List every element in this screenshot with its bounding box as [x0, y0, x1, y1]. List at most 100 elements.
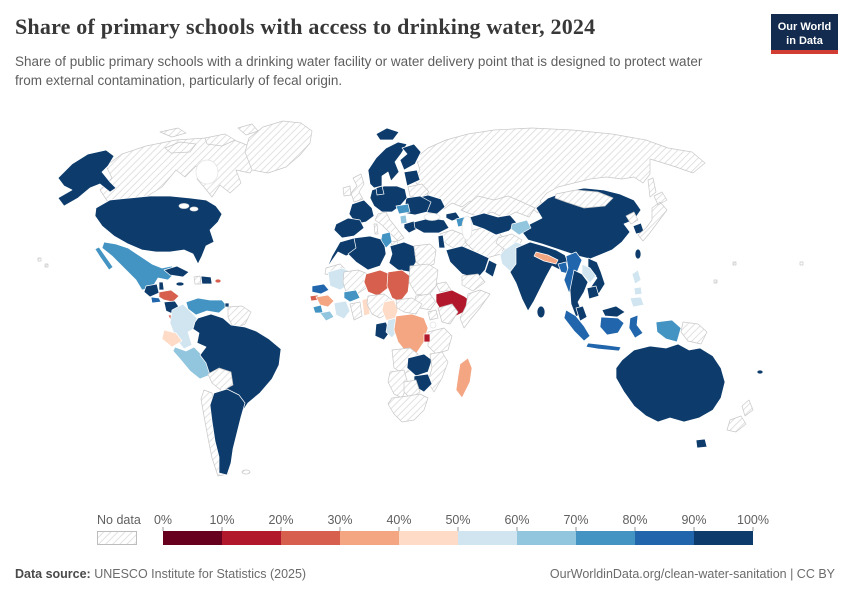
- country-liberia[interactable]: [319, 310, 335, 322]
- country-iberia[interactable]: [333, 217, 365, 239]
- country-mozambique[interactable]: [427, 351, 449, 393]
- country-kazakhstan[interactable]: [460, 195, 536, 219]
- country-belarus[interactable]: [407, 183, 430, 199]
- country-france[interactable]: [348, 199, 375, 225]
- country-israel-jordan[interactable]: [437, 234, 446, 249]
- country-sri-lanka[interactable]: [536, 305, 546, 319]
- country-niger[interactable]: [363, 269, 391, 297]
- country-fiji[interactable]: [756, 369, 764, 375]
- country-trinidad-tobago[interactable]: [224, 302, 230, 308]
- country-pacific-islands[interactable]: [713, 261, 804, 284]
- country-philippines[interactable]: [629, 269, 645, 308]
- country-kyrgyzstan-tajikistan[interactable]: [510, 219, 532, 236]
- country-haiti[interactable]: [193, 275, 202, 285]
- country-cambodia[interactable]: [586, 285, 600, 300]
- country-cuba[interactable]: [163, 265, 190, 278]
- country-baltics[interactable]: [403, 169, 421, 187]
- country-belize[interactable]: [158, 281, 165, 291]
- country-burkina-faso[interactable]: [343, 289, 361, 303]
- country-australia[interactable]: [615, 343, 726, 449]
- owid-logo[interactable]: Our World in Data: [771, 14, 838, 54]
- country-gabon[interactable]: [374, 321, 391, 341]
- country-new-zealand[interactable]: [726, 399, 754, 433]
- legend-bin-60-70%[interactable]: [517, 531, 576, 545]
- country-india[interactable]: [509, 241, 569, 312]
- country-ivory-coast[interactable]: [333, 300, 351, 320]
- country-malaysia[interactable]: [575, 305, 626, 322]
- country-el-salvador[interactable]: [150, 296, 162, 304]
- legend-no-data-label: No data: [97, 513, 141, 527]
- country-falkland-islands[interactable]: [241, 469, 251, 475]
- country-japan[interactable]: [637, 191, 668, 242]
- legend-no-data-swatch[interactable]: [97, 531, 137, 545]
- country-hawaii[interactable]: [37, 257, 49, 268]
- country-guatemala[interactable]: [143, 283, 160, 298]
- country-scandinavia[interactable]: [367, 141, 408, 189]
- country-mexico[interactable]: [94, 241, 177, 291]
- country-arctic-islands[interactable]: [159, 123, 259, 154]
- country-puerto-rico[interactable]: [214, 278, 222, 284]
- legend-bin-40-50%[interactable]: [399, 531, 458, 545]
- country-somalia[interactable]: [459, 289, 491, 329]
- legend-bin-10-20%[interactable]: [222, 531, 281, 545]
- country-rwanda-burundi[interactable]: [423, 333, 431, 343]
- country-egypt[interactable]: [413, 243, 437, 269]
- legend-bin-90-100%[interactable]: [694, 531, 753, 545]
- country-canada[interactable]: [99, 137, 258, 203]
- country-ghana[interactable]: [349, 301, 363, 321]
- country-south-africa[interactable]: [387, 393, 429, 423]
- country-tanzania[interactable]: [427, 327, 453, 355]
- country-argentina[interactable]: [209, 388, 246, 476]
- legend-bin-50-60%[interactable]: [458, 531, 517, 545]
- country-honduras[interactable]: [158, 289, 180, 303]
- country-iceland[interactable]: [375, 127, 400, 141]
- country-indonesia[interactable]: [563, 309, 644, 352]
- country-uganda[interactable]: [427, 309, 439, 321]
- great-lakes-east: [189, 206, 199, 212]
- country-dominican-republic[interactable]: [200, 275, 213, 285]
- country-oman[interactable]: [484, 259, 498, 278]
- country-greenland[interactable]: [244, 120, 313, 174]
- legend-bin-30-40%[interactable]: [340, 531, 399, 545]
- country-finland[interactable]: [399, 143, 422, 171]
- country-bolivia[interactable]: [207, 367, 234, 392]
- country-sudan[interactable]: [408, 263, 439, 297]
- country-ecuador[interactable]: [161, 329, 183, 348]
- country-jamaica[interactable]: [175, 281, 185, 287]
- country-north-korea[interactable]: [625, 211, 639, 225]
- country-yemen[interactable]: [461, 273, 486, 292]
- country-kenya[interactable]: [437, 303, 459, 325]
- country-denmark[interactable]: [375, 185, 385, 196]
- legend-bin-0-10%[interactable]: [163, 531, 222, 545]
- owid-link[interactable]: OurWorldinData.org/clean-water-sanitatio…: [549, 567, 835, 581]
- legend-bin-20-30%[interactable]: [281, 531, 340, 545]
- country-albania[interactable]: [399, 214, 408, 225]
- legend-bin-70-80%[interactable]: [576, 531, 635, 545]
- country-algeria[interactable]: [347, 235, 387, 271]
- country-madagascar[interactable]: [455, 357, 473, 399]
- legend-bin-80-90%[interactable]: [635, 531, 694, 545]
- country-ireland[interactable]: [342, 185, 352, 197]
- country-guyanas[interactable]: [227, 305, 252, 330]
- country-tunisia[interactable]: [380, 231, 393, 249]
- country-zambia[interactable]: [406, 353, 433, 377]
- country-saudi-arabia[interactable]: [445, 245, 490, 280]
- country-usa[interactable]: [57, 149, 223, 265]
- country-guinea[interactable]: [315, 294, 335, 308]
- country-taiwan[interactable]: [634, 248, 642, 260]
- country-nepal[interactable]: [533, 251, 559, 265]
- country-west-papua[interactable]: [655, 319, 682, 343]
- country-senegal[interactable]: [311, 283, 330, 295]
- country-sierra-leone[interactable]: [312, 304, 324, 314]
- country-venezuela[interactable]: [185, 297, 228, 316]
- country-united-kingdom[interactable]: [350, 173, 365, 203]
- country-laos[interactable]: [581, 263, 597, 284]
- country-greece[interactable]: [403, 220, 418, 234]
- country-papua-new-guinea[interactable]: [680, 321, 708, 345]
- country-dr-congo[interactable]: [393, 313, 429, 355]
- country-hungary[interactable]: [395, 203, 411, 215]
- country-chad[interactable]: [386, 269, 411, 303]
- country-central-african-republic[interactable]: [395, 297, 423, 315]
- country-mongolia[interactable]: [554, 189, 614, 209]
- country-mali[interactable]: [342, 269, 369, 297]
